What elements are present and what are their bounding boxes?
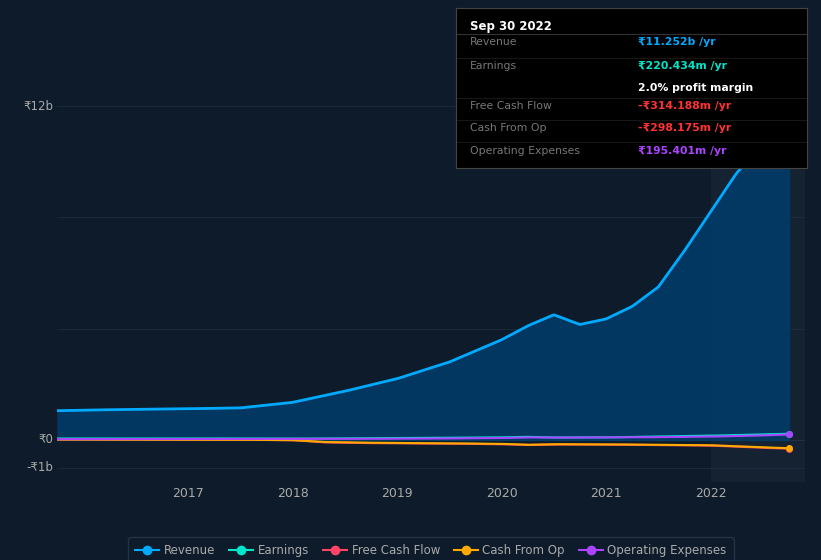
Text: ₹0: ₹0	[39, 433, 53, 446]
Text: Operating Expenses: Operating Expenses	[470, 146, 580, 156]
Text: ₹12b: ₹12b	[23, 100, 53, 113]
Text: -₹1b: -₹1b	[26, 461, 53, 474]
Text: ₹195.401m /yr: ₹195.401m /yr	[639, 146, 727, 156]
Text: -₹298.175m /yr: -₹298.175m /yr	[639, 123, 732, 133]
Text: ₹11.252b /yr: ₹11.252b /yr	[639, 37, 716, 47]
Text: -₹314.188m /yr: -₹314.188m /yr	[639, 101, 732, 111]
Text: Sep 30 2022: Sep 30 2022	[470, 20, 552, 32]
Text: Cash From Op: Cash From Op	[470, 123, 546, 133]
Text: Earnings: Earnings	[470, 61, 517, 71]
Text: 2.0% profit margin: 2.0% profit margin	[639, 83, 754, 94]
Legend: Revenue, Earnings, Free Cash Flow, Cash From Op, Operating Expenses: Revenue, Earnings, Free Cash Flow, Cash …	[128, 537, 734, 560]
Text: Free Cash Flow: Free Cash Flow	[470, 101, 552, 111]
Bar	[710, 78, 821, 482]
Text: Revenue: Revenue	[470, 37, 517, 47]
Text: ₹220.434m /yr: ₹220.434m /yr	[639, 61, 727, 71]
